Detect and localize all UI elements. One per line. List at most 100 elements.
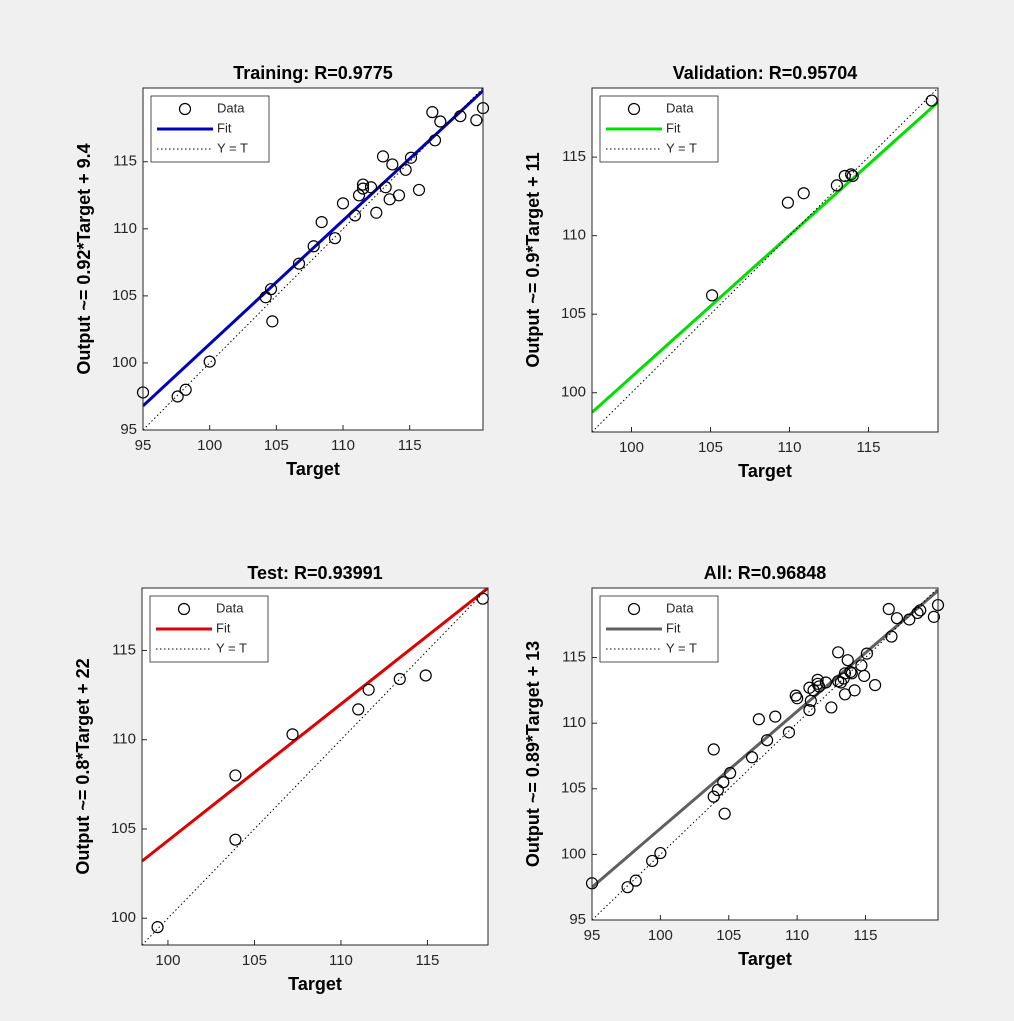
data-point bbox=[914, 604, 927, 617]
legend-label: Data bbox=[216, 600, 244, 615]
x-tick-label: 105 bbox=[716, 927, 741, 944]
data-point bbox=[803, 681, 816, 694]
data-point bbox=[646, 854, 659, 868]
y-axis-label: Output ~= 0.8*Target + 22 bbox=[73, 658, 93, 874]
y-axis-label: Output ~= 0.92*Target + 9.4 bbox=[74, 143, 94, 374]
y-tick-label: 100 bbox=[112, 354, 137, 371]
legend-marker bbox=[178, 102, 192, 116]
y-tick-label: 110 bbox=[113, 220, 137, 237]
data-point bbox=[927, 610, 940, 623]
data-point bbox=[830, 179, 843, 192]
y-axis-label: Output ~= 0.9*Target + 11 bbox=[523, 152, 543, 367]
legend-marker bbox=[177, 602, 191, 616]
data-point bbox=[352, 189, 366, 202]
chart-title: Training: R=0.9775 bbox=[233, 63, 393, 83]
legend-label: Y = T bbox=[666, 640, 697, 655]
data-point bbox=[348, 209, 362, 222]
data-point bbox=[925, 94, 938, 107]
y-tick-label: 95 bbox=[120, 421, 137, 438]
identity-line bbox=[142, 588, 488, 945]
panel: 95 100 105 110 115 95 100 105 110 115 Data Fit Y = T… bbox=[523, 563, 945, 969]
identity-line bbox=[592, 88, 938, 432]
chart-title: Test: R=0.93991 bbox=[247, 563, 382, 583]
data-point bbox=[399, 163, 412, 176]
y-tick-label: 100 bbox=[561, 384, 586, 401]
legend-label: Fit bbox=[216, 620, 231, 635]
data-point bbox=[832, 675, 845, 688]
legend-label: Y = T bbox=[666, 140, 697, 155]
data-point bbox=[903, 613, 916, 626]
data-point bbox=[470, 114, 483, 127]
data-point bbox=[356, 182, 370, 195]
fit-line bbox=[142, 588, 488, 863]
data-point bbox=[860, 647, 873, 660]
x-tick-label: 110 bbox=[778, 439, 802, 456]
axes-frame bbox=[591, 587, 939, 921]
data-point bbox=[264, 283, 278, 296]
data-point bbox=[362, 683, 375, 696]
data-point bbox=[911, 606, 924, 620]
data-point bbox=[419, 669, 432, 682]
x-tick-label: 110 bbox=[785, 927, 809, 944]
data-point bbox=[838, 169, 851, 183]
data-point bbox=[811, 677, 824, 690]
legend-marker bbox=[627, 602, 641, 616]
data-point bbox=[229, 769, 242, 782]
fit-line bbox=[143, 89, 483, 407]
panel: 95 100 105 110 115 95 100 105 110 115 Data Fit Y = T… bbox=[74, 63, 490, 479]
panel: 100 105 110 115 100 105 110 115 Data Fit Y = T Test… bbox=[73, 563, 489, 994]
x-tick-label: 100 bbox=[155, 952, 180, 969]
data-point bbox=[769, 710, 782, 723]
x-axis-label: Target bbox=[288, 974, 342, 994]
data-point bbox=[845, 168, 858, 181]
x-axis-label: Target bbox=[286, 459, 340, 479]
data-point bbox=[376, 150, 390, 163]
legend-label: Y = T bbox=[216, 640, 247, 655]
data-point bbox=[885, 630, 898, 643]
legend-label: Data bbox=[666, 600, 694, 615]
data-point bbox=[837, 672, 850, 685]
x-tick-label: 100 bbox=[619, 439, 644, 456]
data-point bbox=[328, 232, 342, 245]
data-point bbox=[315, 216, 328, 229]
y-tick-label: 100 bbox=[111, 909, 136, 926]
plot-area bbox=[143, 88, 483, 430]
x-tick-label: 95 bbox=[584, 927, 601, 944]
chart-title: Validation: R=0.95704 bbox=[673, 63, 858, 83]
legend-label: Fit bbox=[666, 620, 681, 635]
y-tick-label: 115 bbox=[562, 649, 586, 666]
x-tick-label: 115 bbox=[854, 927, 878, 944]
data-point bbox=[868, 679, 882, 692]
data-point bbox=[454, 110, 467, 123]
data-point bbox=[307, 240, 320, 253]
data-point bbox=[286, 728, 299, 741]
data-point bbox=[803, 703, 816, 717]
legend-label: Fit bbox=[217, 120, 232, 135]
data-point bbox=[370, 206, 383, 219]
data-point bbox=[364, 181, 378, 194]
data-point bbox=[352, 703, 365, 716]
data-point bbox=[846, 169, 859, 183]
data-point bbox=[707, 743, 720, 756]
data-point bbox=[171, 390, 184, 403]
y-tick-label: 105 bbox=[561, 305, 586, 322]
data-point bbox=[882, 602, 895, 616]
identity-line bbox=[143, 88, 483, 430]
y-tick-label: 115 bbox=[562, 148, 586, 165]
y-tick-label: 105 bbox=[112, 287, 137, 304]
fit-line bbox=[592, 589, 938, 889]
data-point bbox=[629, 874, 642, 887]
x-tick-label: 100 bbox=[648, 927, 673, 944]
x-axis-label: Target bbox=[738, 461, 792, 481]
y-tick-label: 110 bbox=[562, 227, 586, 244]
y-axis-label: Output ~= 0.89*Target + 13 bbox=[523, 641, 543, 867]
data-point bbox=[426, 106, 439, 119]
x-tick-label: 100 bbox=[197, 437, 222, 454]
x-tick-label: 115 bbox=[398, 437, 422, 454]
data-point bbox=[707, 790, 720, 803]
y-tick-label: 110 bbox=[112, 731, 136, 748]
data-point bbox=[386, 158, 399, 171]
data-point bbox=[434, 115, 447, 128]
